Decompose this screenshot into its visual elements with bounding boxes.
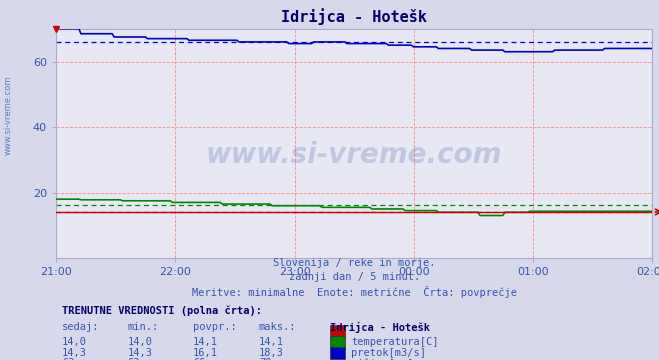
Text: Meritve: minimalne  Enote: metrične  Črta: povprečje: Meritve: minimalne Enote: metrične Črta:… <box>192 285 517 298</box>
Bar <box>330 325 345 338</box>
Text: 66: 66 <box>193 358 206 360</box>
Text: Slovenija / reke in morje.: Slovenija / reke in morje. <box>273 258 436 268</box>
Text: 70: 70 <box>259 358 272 360</box>
Text: zadnji dan / 5 minut.: zadnji dan / 5 minut. <box>289 272 420 282</box>
Text: pretok[m3/s]: pretok[m3/s] <box>351 347 426 357</box>
Text: 14,1: 14,1 <box>193 337 218 347</box>
Text: TRENUTNE VREDNOSTI (polna črta):: TRENUTNE VREDNOSTI (polna črta): <box>62 305 262 316</box>
Text: min.:: min.: <box>128 322 159 332</box>
Text: 16,1: 16,1 <box>193 347 218 357</box>
Text: 14,3: 14,3 <box>128 347 153 357</box>
Text: sedaj:: sedaj: <box>62 322 100 332</box>
Text: www.si-vreme.com: www.si-vreme.com <box>3 76 13 155</box>
Text: povpr.:: povpr.: <box>193 322 237 332</box>
Text: Idrijca - Hotešk: Idrijca - Hotešk <box>330 322 430 333</box>
Title: Idrijca - Hotešk: Idrijca - Hotešk <box>281 8 427 25</box>
Text: 18,3: 18,3 <box>259 347 284 357</box>
Text: 14,0: 14,0 <box>62 337 87 347</box>
Text: www.si-vreme.com: www.si-vreme.com <box>206 141 502 169</box>
Text: maks.:: maks.: <box>259 322 297 332</box>
Text: 63: 63 <box>62 358 74 360</box>
Text: višina[cm]: višina[cm] <box>351 358 414 360</box>
Bar <box>330 336 345 348</box>
Text: temperatura[C]: temperatura[C] <box>351 337 439 347</box>
Bar <box>330 347 345 359</box>
Text: 14,3: 14,3 <box>62 347 87 357</box>
Text: 14,1: 14,1 <box>259 337 284 347</box>
Text: 14,0: 14,0 <box>128 337 153 347</box>
Text: 63: 63 <box>128 358 140 360</box>
